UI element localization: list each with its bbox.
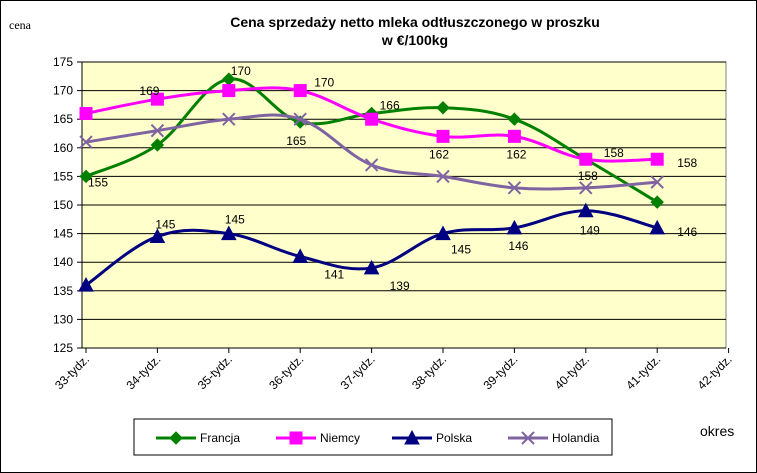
data-point (436, 169, 450, 184)
x-axis-label: okres (700, 423, 734, 439)
series-holandia (79, 112, 664, 195)
data-point (79, 106, 93, 120)
legend: Francja Niemcy Polska Holandia (133, 418, 613, 456)
legend-label: Niemcy (320, 431, 360, 445)
data-label: 166 (380, 98, 400, 112)
x-tick-label: 38-tydz. (409, 352, 449, 392)
data-point (293, 112, 307, 126)
data-label: 141 (324, 267, 344, 281)
y-tick-label: 130 (53, 312, 73, 326)
data-point (435, 225, 451, 241)
data-point (364, 158, 379, 172)
data-label: 155 (88, 175, 108, 189)
data-label: 145 (225, 213, 245, 227)
data-point (220, 225, 237, 241)
series-group (78, 72, 666, 292)
series-polska (78, 202, 666, 292)
y-tick-label: 140 (53, 255, 73, 269)
legend-marker (289, 431, 303, 445)
data-labels: 155 170 166 169 170 162 162 158 158 145 145 141 139 1… (88, 64, 698, 293)
y-tick-label: 155 (53, 169, 73, 183)
data-point (507, 129, 521, 143)
data-point (579, 181, 593, 195)
x-tick-label: 41-tydz. (623, 352, 663, 392)
legend-marker (404, 429, 420, 445)
y-tick-label: 125 (53, 341, 73, 355)
legend-marker (521, 431, 535, 445)
data-label: 158 (604, 146, 624, 160)
x-tick-label: 39-tydz. (480, 352, 520, 392)
y-tick-label: 170 (53, 84, 73, 98)
data-point (649, 219, 666, 235)
data-point (650, 195, 664, 209)
data-point (650, 152, 664, 166)
data-point (150, 123, 165, 138)
y-tick-label: 145 (53, 227, 73, 241)
x-tick-labels: 33-tydz. 34-tydz. 35-tydz. 36-tydz. 37-tydz.… (52, 348, 735, 392)
y-tick-label: 135 (53, 284, 73, 298)
data-point (507, 181, 522, 195)
data-point (150, 138, 165, 152)
x-tick-label: 37-tydz. (338, 352, 378, 392)
chart-title-line1: Cena sprzedaży netto mleka odtłuszczoneg… (230, 14, 600, 30)
legend-label: Polska (436, 431, 472, 445)
x-tick-label: 33-tydz. (52, 352, 92, 392)
data-point (150, 92, 164, 106)
data-point (79, 135, 93, 149)
data-label: 158 (578, 169, 598, 183)
data-point (78, 277, 94, 292)
data-point (577, 202, 594, 218)
legend-label: Holandia (552, 431, 600, 445)
data-point (149, 228, 166, 243)
data-point (579, 152, 593, 166)
legend-item-holandia: Holandia (508, 431, 600, 445)
x-tick-label: 34-tydz. (123, 352, 163, 392)
data-label: 165 (286, 134, 306, 148)
data-point (222, 112, 236, 126)
legend-label: Francja (200, 431, 240, 445)
y-tick-label: 150 (53, 198, 73, 212)
data-point (507, 112, 522, 126)
data-point (293, 84, 307, 98)
gridlines (77, 61, 726, 349)
legend-item-polska: Polska (392, 429, 472, 445)
legend-marker (169, 431, 183, 445)
data-label: 145 (451, 243, 471, 257)
data-label: 162 (506, 147, 526, 161)
y-tick-label: 175 (53, 55, 73, 69)
data-label: 170 (314, 76, 334, 90)
y-tick-label: 165 (53, 112, 73, 126)
data-label: 146 (677, 225, 697, 239)
data-point (436, 101, 450, 115)
chart-title-line2: w €/100kg (381, 32, 448, 48)
data-point (292, 248, 309, 263)
data-label: 162 (429, 147, 449, 161)
y-tick-label: 160 (53, 141, 73, 155)
data-label: 170 (231, 64, 251, 78)
x-tick-label: 42-tydz. (695, 352, 735, 392)
data-label: 146 (508, 239, 528, 253)
data-point (650, 175, 664, 189)
y-axis-label: cena (9, 18, 32, 32)
data-point (365, 112, 379, 126)
data-label: 139 (390, 279, 410, 293)
data-point (363, 259, 380, 275)
x-tick-label: 40-tydz. (552, 352, 592, 392)
series-niemcy (79, 84, 664, 166)
y-tick-labels: 125 130 135 140 145 150 155 160 165 170 175 (53, 55, 73, 355)
data-point (222, 84, 236, 98)
data-label: 169 (139, 84, 159, 98)
data-point (506, 219, 523, 235)
x-tick-label: 35-tydz. (195, 352, 235, 392)
legend-item-niemcy: Niemcy (276, 431, 360, 445)
x-tick-label: 36-tydz. (266, 352, 306, 392)
data-point (436, 129, 450, 143)
legend-items: Francja Niemcy Polska Holandia (156, 429, 600, 445)
data-point (79, 169, 93, 184)
data-label: 145 (155, 217, 175, 231)
legend-item-francja: Francja (156, 431, 240, 445)
data-label: 149 (580, 224, 600, 238)
data-label: 158 (677, 156, 697, 170)
